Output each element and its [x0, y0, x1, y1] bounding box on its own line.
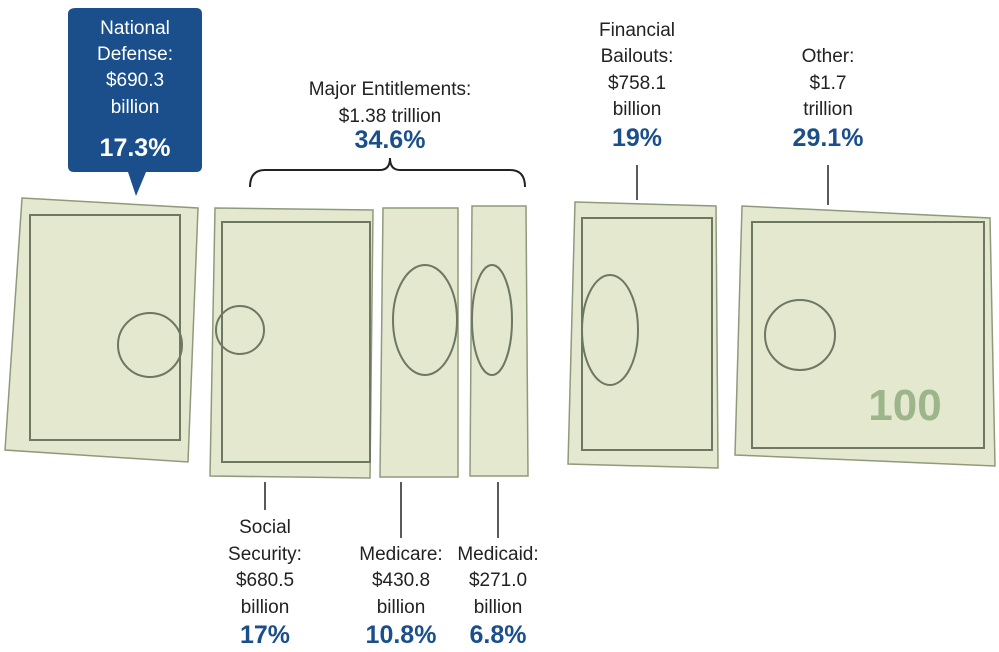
label-line: Financial	[599, 20, 675, 41]
bill-medicare	[379, 207, 459, 478]
label-line: Bailouts:	[601, 46, 674, 67]
bill-other: 100	[734, 205, 996, 467]
label-line: billion	[377, 597, 426, 618]
percent: 34.6%	[355, 126, 426, 154]
label-line: $271.0	[469, 570, 527, 591]
label-line: Other:	[802, 46, 855, 67]
label-line: $1.38 trillion	[339, 106, 441, 127]
label-line: Social	[239, 517, 291, 538]
label-line: $758.1	[608, 73, 666, 94]
label-line: billion	[613, 99, 662, 120]
percent: 6.8%	[470, 621, 527, 649]
label-line: $690.3	[106, 70, 164, 91]
label-line: Security:	[228, 544, 302, 565]
label-line: National	[100, 18, 170, 39]
percent: 19%	[612, 124, 662, 152]
percent: 10.8%	[366, 621, 437, 649]
callout-box	[68, 8, 202, 196]
label-line: $1.7	[810, 73, 847, 94]
percent: 29.1%	[793, 124, 864, 152]
percent: 17%	[240, 621, 290, 649]
label-line: billion	[474, 597, 523, 618]
label-line: Major Entitlements:	[309, 79, 472, 100]
label-line: $680.5	[236, 570, 294, 591]
label-line: Medicaid:	[457, 544, 538, 565]
label-line: billion	[241, 597, 290, 618]
label-line: trillion	[803, 99, 853, 120]
bill-medicaid	[469, 205, 529, 477]
label-line: Medicare:	[359, 544, 442, 565]
bill-defense	[4, 197, 199, 463]
bill-social-security	[209, 207, 374, 479]
label-line: billion	[111, 97, 160, 118]
label-line: Defense:	[97, 44, 173, 65]
percent: 17.3%	[100, 134, 171, 162]
group-bracket	[249, 157, 526, 188]
bill-denomination-art: 100	[868, 381, 941, 430]
bill-bailouts	[567, 201, 719, 469]
label-line: $430.8	[372, 570, 430, 591]
